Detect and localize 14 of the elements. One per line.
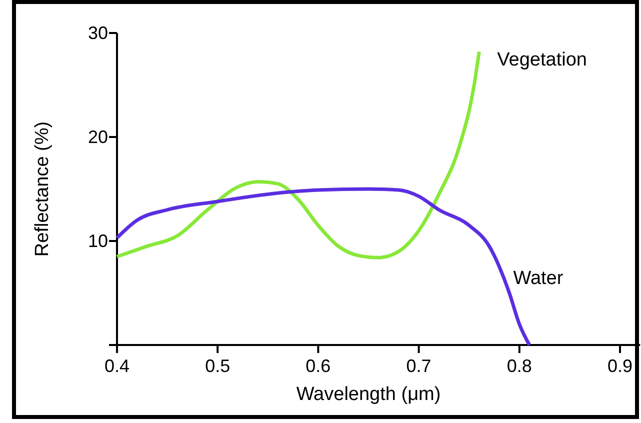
- x-tick-label: 0.5: [205, 356, 230, 376]
- series-label: Water: [513, 268, 564, 290]
- y-tick-label: 10: [88, 231, 108, 251]
- x-axis-title: Wavelength (μm): [296, 384, 441, 405]
- y-tick-label: 20: [88, 127, 108, 147]
- series-label: Vegetation: [497, 50, 587, 71]
- x-tick-label: 0.6: [306, 356, 331, 376]
- x-tick-label: 0.9: [607, 356, 633, 376]
- x-tick-label: 0.7: [406, 356, 432, 376]
- y-tick-label: 30: [88, 23, 108, 43]
- x-tick-label: 0.8: [506, 356, 532, 376]
- line-series: [115, 50, 481, 260]
- y-axis-title: Reflectance (%): [32, 121, 53, 257]
- x-tick-label: 0.4: [104, 356, 130, 376]
